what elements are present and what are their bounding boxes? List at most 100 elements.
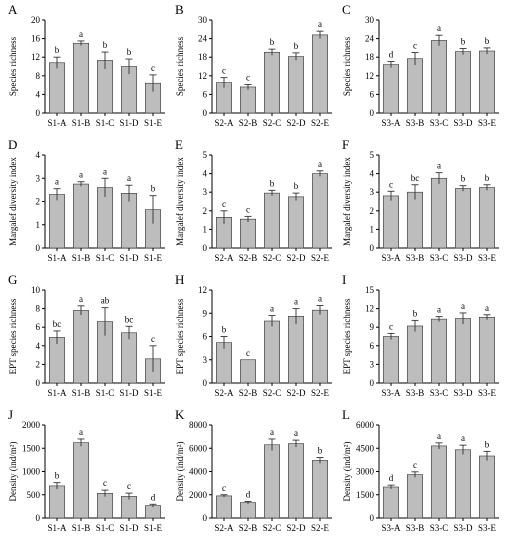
- chart-5-sig-1: bc: [411, 173, 420, 183]
- chart-3-bar-3: [121, 193, 137, 249]
- chart-8-ytick-label-5: 15: [365, 285, 375, 295]
- chart-1-ytick-label-3: 18: [198, 52, 208, 62]
- chart-1-sig-4: a: [318, 19, 322, 29]
- chart-0-category-3: S1-D: [119, 118, 139, 128]
- chart-6-ytick-label-1: 2: [36, 359, 41, 369]
- chart-11-ytick-label-1: 1500: [356, 490, 375, 500]
- chart-5-ytick-label-3: 3: [370, 187, 375, 197]
- chart-9-sig-3: c: [127, 481, 131, 491]
- chart-2-sig-4: b: [485, 36, 490, 46]
- chart-9-bar-1: [73, 442, 89, 519]
- chart-11-bar-1: [407, 474, 423, 519]
- chart-10-bar-3: [288, 443, 304, 519]
- chart-2-ytick-label-1: 6: [370, 89, 375, 99]
- chart-3-category-0: S1-A: [47, 253, 67, 263]
- chart-6-sig-2: ab: [101, 296, 110, 306]
- chart-9-sig-2: c: [103, 478, 107, 488]
- chart-8-category-1: S3-B: [406, 388, 425, 398]
- chart-2-bar-0: [383, 64, 399, 114]
- chart-4-sig-2: b: [270, 178, 275, 188]
- chart-10-ytick-label-3: 6000: [189, 443, 208, 453]
- chart-1-category-0: S2-A: [214, 118, 234, 128]
- panel-f: F Margalef diversity index 0 1 2 3 4 5 c S3-A bc S3…: [342, 137, 499, 263]
- chart-11-category-2: S3-C: [430, 523, 449, 533]
- chart-8-panel-letter: I: [342, 272, 346, 287]
- chart-0-ytick-label-4: 16: [31, 34, 41, 44]
- panel-g: G EPT species richness 0 2 4 6 8 10 bc S1-A a S1-B a…: [8, 272, 165, 398]
- chart-6-ylabel: EPT species richness: [8, 298, 18, 374]
- chart-11-sig-0: d: [389, 473, 394, 483]
- chart-5-ytick-label-2: 2: [370, 206, 375, 216]
- chart-2-category-4: S3-E: [478, 118, 497, 128]
- chart-4-sig-0: c: [222, 199, 226, 209]
- chart-9-ytick-label-3: 1500: [22, 443, 41, 453]
- chart-6-sig-3: bc: [125, 314, 134, 324]
- chart-2-bar-4: [479, 50, 495, 114]
- chart-11-sig-3: a: [461, 433, 465, 443]
- chart-3-category-1: S1-B: [72, 253, 91, 263]
- chart-9-category-0: S1-A: [47, 523, 67, 533]
- chart-1-category-1: S2-B: [239, 118, 258, 128]
- chart-8-sig-3: a: [461, 301, 465, 311]
- chart-5-ylabel: Margalef diversity index: [342, 157, 352, 246]
- chart-7-ytick-label-2: 6: [203, 332, 208, 342]
- chart-8-ytick-label-1: 3: [370, 359, 375, 369]
- chart-11-category-3: S3-D: [453, 523, 473, 533]
- chart-4-panel-letter: E: [175, 137, 183, 152]
- chart-1-ytick-label-2: 12: [198, 71, 207, 81]
- chart-0-ytick-label-5: 20: [31, 15, 41, 25]
- chart-6-ytick-label-5: 10: [31, 285, 41, 295]
- chart-8-sig-1: b: [413, 308, 418, 318]
- chart-0-ytick-label-2: 8: [36, 71, 41, 81]
- chart-4-ytick-label-4: 4: [203, 169, 208, 179]
- chart-10-sig-2: a: [270, 427, 274, 437]
- chart-11-ytick-label-3: 4500: [356, 443, 375, 453]
- chart-6-ytick-label-0: 0: [36, 378, 41, 388]
- chart-11-sig-2: a: [437, 431, 441, 441]
- chart-4-category-4: S2-E: [311, 253, 330, 263]
- chart-4-ytick-label-0: 0: [203, 243, 208, 253]
- chart-4-ytick-label-5: 5: [203, 150, 208, 160]
- chart-7-sig-0: b: [222, 325, 227, 335]
- chart-0-category-1: S1-B: [72, 118, 91, 128]
- chart-2-sig-0: d: [389, 50, 394, 60]
- chart-0-sig-4: c: [151, 63, 155, 73]
- chart-11-sig-1: c: [413, 460, 417, 470]
- chart-8-category-2: S3-C: [430, 388, 449, 398]
- chart-9-bar-4: [145, 505, 161, 519]
- chart-3-sig-4: b: [151, 184, 156, 194]
- chart-1-ytick-label-5: 30: [198, 15, 208, 25]
- chart-6-sig-1: a: [79, 294, 83, 304]
- chart-10-sig-1: d: [246, 489, 251, 499]
- chart-4-bar-3: [288, 196, 304, 249]
- chart-4-sig-3: b: [294, 181, 299, 191]
- chart-1-ytick-label-4: 24: [198, 34, 208, 44]
- chart-3-ytick-label-4: 4: [36, 150, 41, 160]
- chart-7-bar-2: [264, 320, 280, 384]
- chart-1-ytick-label-0: 0: [203, 108, 208, 118]
- chart-2-sig-3: b: [461, 37, 466, 47]
- chart-4-ytick-label-3: 3: [203, 187, 208, 197]
- panel-c: C Species richness 0 6 12 18 24 30 d S3-A c S3-B a S3…: [342, 2, 499, 128]
- chart-1-bar-4: [312, 34, 328, 114]
- chart-4-bar-2: [264, 192, 280, 249]
- panel-k: K Density (ind/m²) 0 2000 4000 6000 8000 c S2-A d…: [175, 407, 332, 533]
- chart-8-ytick-label-0: 0: [370, 378, 375, 388]
- chart-0-bar-0: [49, 62, 65, 114]
- chart-11-category-4: S3-E: [478, 523, 497, 533]
- chart-5-sig-4: b: [485, 173, 490, 183]
- panel-j: J Density (ind/m²) 0 500 1000 1500 2000 b S1-A a S…: [8, 407, 165, 533]
- chart-10-category-1: S2-B: [239, 523, 258, 533]
- chart-1-sig-0: c: [222, 66, 226, 76]
- chart-1-sig-2: b: [270, 37, 275, 47]
- chart-3-category-3: S1-D: [119, 253, 139, 263]
- chart-8-category-0: S3-A: [381, 388, 401, 398]
- chart-0-category-4: S1-E: [144, 118, 163, 128]
- chart-9-sig-0: b: [55, 471, 60, 481]
- chart-2-ytick-label-5: 30: [365, 15, 375, 25]
- chart-8-category-3: S3-D: [453, 388, 473, 398]
- chart-3-ytick-label-0: 0: [36, 243, 41, 253]
- chart-1-category-3: S2-D: [286, 118, 306, 128]
- panel-d: D Margalef diversity index 0 1 2 3 4 a S1-A a S1-B…: [8, 137, 165, 263]
- chart-9-ytick-label-2: 1000: [22, 467, 41, 477]
